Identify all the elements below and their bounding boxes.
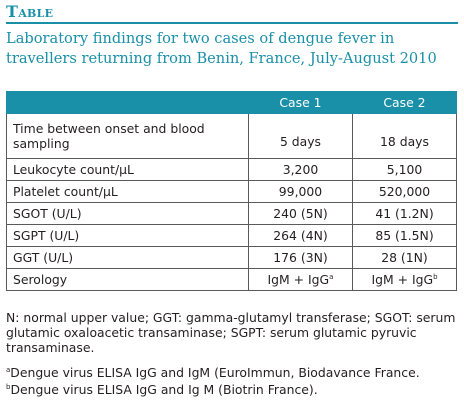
case-2-value: 41 (1.2N)	[351, 202, 458, 225]
abbreviations-note: N: normal upper value; GGT: gamma-glutam…	[6, 310, 456, 355]
table-row: Leukocyte count/µL 3,200 5,100	[6, 158, 458, 181]
footnote-a: aDengue virus ELISA IgG and IgM (EuroImm…	[6, 365, 458, 380]
case-2-value: 5,100	[351, 158, 458, 181]
table-row: Platelet count/µL 99,000 520,000	[6, 180, 458, 203]
footnote-b-mark: b	[6, 382, 11, 391]
case-2-value: 85 (1.5N)	[351, 224, 458, 247]
heading-rule	[6, 22, 458, 24]
footnote-mark-a: a	[329, 272, 334, 281]
footnote-b-text: Dengue virus ELISA IgG and Ig M (Biotrin…	[10, 382, 318, 397]
footnote-a-text: Dengue virus ELISA IgG and IgM (EuroImmu…	[10, 365, 420, 380]
row-label: GGT (U/L)	[6, 246, 249, 269]
header-blank-cell	[6, 91, 249, 114]
row-label: SGOT (U/L)	[6, 202, 249, 225]
case-2-value: 18 days	[351, 113, 458, 159]
case-2-value: 28 (1N)	[351, 246, 458, 269]
lab-findings-table: Case 1 Case 2 Time between onset and blo…	[6, 91, 458, 291]
case-1-serology-text: IgM + IgG	[267, 272, 330, 287]
row-label: Platelet count/µL	[6, 180, 249, 203]
table-row: GGT (U/L) 176 (3N) 28 (1N)	[6, 246, 458, 269]
table-caption: Laboratory findings for two cases of den…	[6, 30, 437, 67]
footnote-a-mark: a	[6, 365, 11, 374]
row-label: SGPT (U/L)	[6, 224, 249, 247]
case-2-value: 520,000	[351, 180, 458, 203]
case-2-value: IgM + IgGb	[351, 268, 458, 291]
case-1-value: 264 (4N)	[247, 224, 353, 247]
case-1-value: 240 (5N)	[247, 202, 353, 225]
table-row: Serology IgM + IgGa IgM + IgGb	[6, 268, 458, 291]
footnote-b: bDengue virus ELISA IgG and Ig M (Biotri…	[6, 382, 458, 397]
case-1-value: 3,200	[247, 158, 353, 181]
footnote-mark-b: b	[433, 272, 438, 281]
row-label: Leukocyte count/µL	[6, 158, 249, 181]
row-label: Serology	[6, 268, 249, 291]
case-1-value: 5 days	[247, 113, 353, 159]
case-1-value: 99,000	[247, 180, 353, 203]
table-row: Time between onset and blood sampling 5 …	[6, 113, 458, 159]
table-row: SGPT (U/L) 264 (4N) 85 (1.5N)	[6, 224, 458, 247]
row-label: Time between onset and blood sampling	[6, 113, 249, 159]
header-case-2: Case 2	[351, 91, 458, 114]
case-1-value: 176 (3N)	[247, 246, 353, 269]
header-row: Case 1 Case 2	[6, 91, 458, 114]
table-heading: Table	[6, 2, 54, 21]
table-row: SGOT (U/L) 240 (5N) 41 (1.2N)	[6, 202, 458, 225]
case-1-value: IgM + IgGa	[247, 268, 353, 291]
header-case-1: Case 1	[247, 91, 353, 114]
case-2-serology-text: IgM + IgG	[371, 272, 434, 287]
